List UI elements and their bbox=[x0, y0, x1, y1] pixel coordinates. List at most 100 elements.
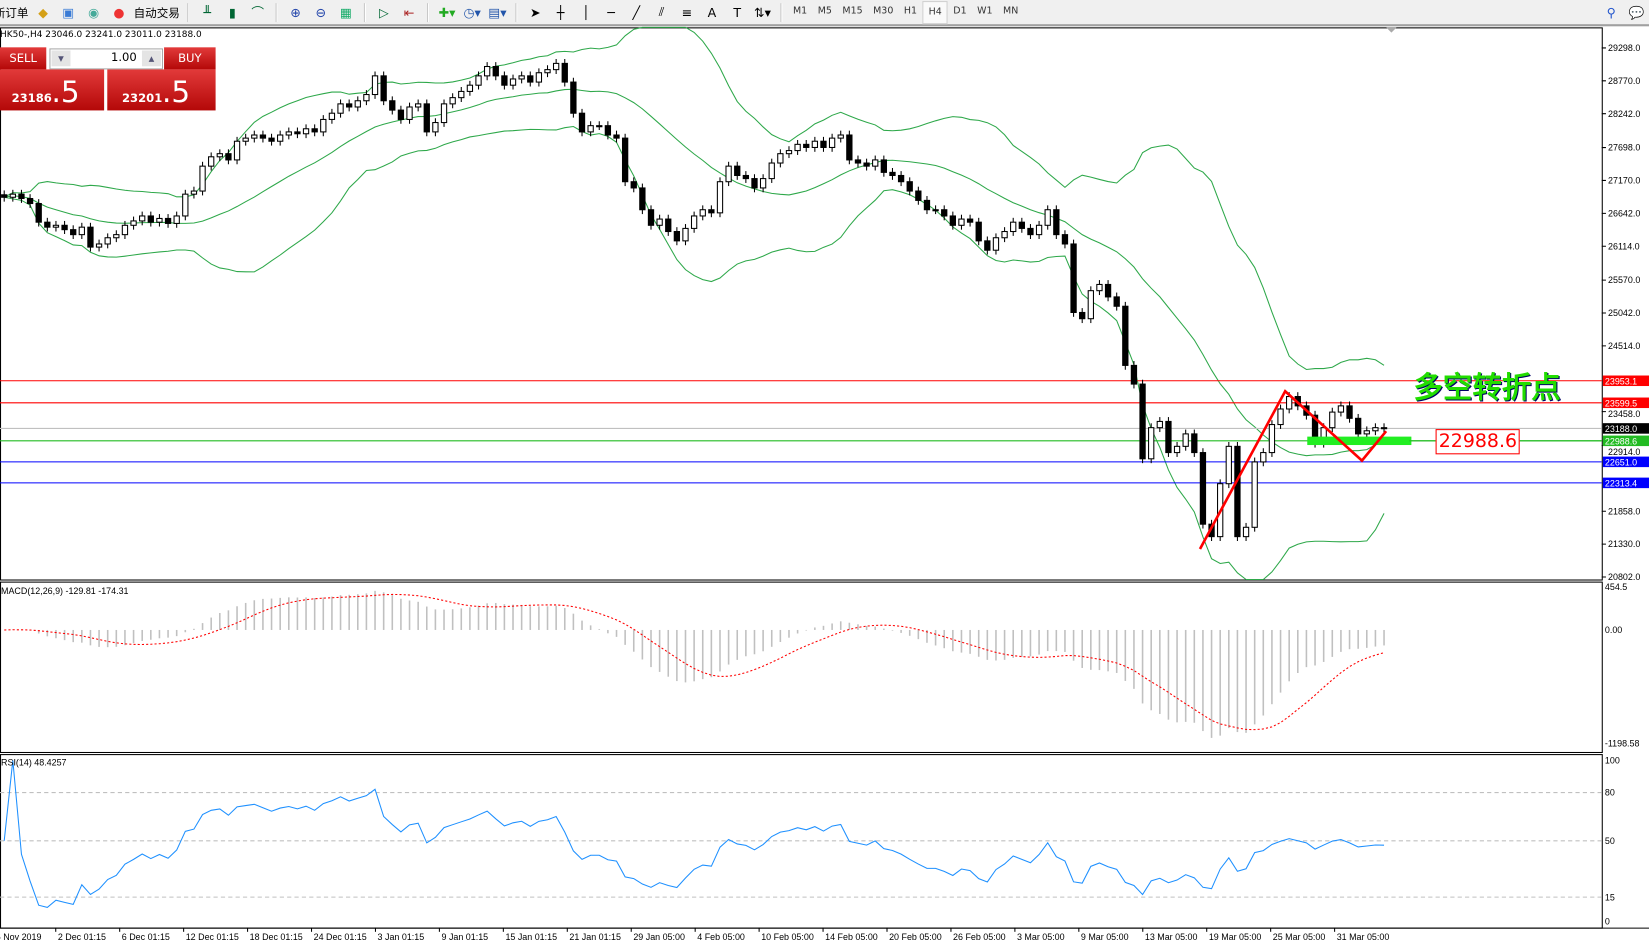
candle bbox=[699, 209, 706, 217]
navigator-icon[interactable]: ▣ bbox=[62, 4, 75, 20]
timeframe-m1[interactable]: M1 bbox=[792, 5, 808, 17]
candle bbox=[1, 194, 8, 198]
vertical-line-icon[interactable]: │ bbox=[581, 4, 590, 20]
cursor-icon[interactable]: ➤ bbox=[530, 4, 541, 20]
candle bbox=[958, 218, 965, 226]
separator bbox=[780, 2, 783, 22]
search-icon[interactable]: ⚲ bbox=[1606, 4, 1616, 20]
date-tick-label: 13 Mar 05:00 bbox=[1145, 932, 1198, 942]
candle bbox=[932, 209, 939, 212]
candle bbox=[509, 78, 517, 86]
text-icon[interactable]: A bbox=[707, 4, 717, 20]
timeframe-mn[interactable]: MN bbox=[1003, 5, 1019, 17]
candle bbox=[923, 199, 931, 211]
market-watch-icon[interactable]: ◆ bbox=[38, 4, 48, 20]
lot-size-input[interactable]: ▼ 1.00 ▲ bbox=[49, 48, 164, 70]
chat-icon[interactable]: 💬 bbox=[1628, 4, 1645, 20]
crosshair-icon[interactable]: ┼ bbox=[556, 4, 565, 20]
lot-increase-button[interactable]: ▲ bbox=[141, 50, 161, 67]
zoom-out-icon[interactable]: ⊖ bbox=[315, 4, 327, 20]
candle bbox=[768, 162, 775, 180]
buy-price-main: 23201 bbox=[121, 91, 163, 106]
price-tick-label: 21858.0 bbox=[1608, 506, 1640, 516]
candle bbox=[18, 193, 25, 200]
arrows-icon[interactable]: ⇅▾ bbox=[754, 4, 771, 20]
candlestick-icon[interactable]: ▮ bbox=[228, 4, 236, 20]
level-label: 22988.6 bbox=[1435, 429, 1521, 455]
horizontal-line-icon[interactable]: ─ bbox=[607, 4, 615, 20]
buy-price[interactable]: 23201 .5 bbox=[107, 69, 216, 111]
candle bbox=[311, 128, 318, 133]
date-tick-label: 26 Feb 05:00 bbox=[953, 932, 1006, 942]
auto-trading-icon[interactable]: ● bbox=[113, 4, 125, 20]
macd-tick-label: 454.5 bbox=[1605, 582, 1627, 592]
candle bbox=[1113, 296, 1120, 307]
auto-trading-button[interactable]: 自动交易 bbox=[133, 5, 180, 20]
rsi-tick-label: 100 bbox=[1605, 756, 1620, 766]
candle bbox=[975, 221, 982, 242]
candle bbox=[397, 109, 405, 120]
candle bbox=[415, 103, 422, 108]
sell-price[interactable]: 23186 .5 bbox=[0, 69, 105, 111]
line-chart-icon[interactable]: ⌒ bbox=[251, 5, 264, 20]
new-order-button[interactable]: 新订单 bbox=[0, 5, 29, 20]
candle bbox=[682, 227, 689, 242]
candle bbox=[1363, 430, 1370, 435]
date-tick-label: 3 Mar 05:00 bbox=[1017, 932, 1065, 942]
candle bbox=[1122, 305, 1129, 366]
zoom-in-icon[interactable]: ⊕ bbox=[290, 4, 301, 20]
signals-icon[interactable]: ◉ bbox=[88, 4, 100, 20]
candle bbox=[1087, 290, 1094, 320]
timeframe-m5[interactable]: M5 bbox=[817, 5, 832, 17]
price-tick-label: 22914.0 bbox=[1608, 447, 1640, 457]
fibonacci-icon[interactable]: ≡ bbox=[681, 4, 693, 20]
timeframe-h4[interactable]: H4 bbox=[922, 0, 949, 24]
candle bbox=[734, 165, 741, 177]
candle bbox=[725, 165, 732, 183]
timeframe-h1[interactable]: H1 bbox=[903, 5, 918, 17]
sell-button[interactable]: SELL bbox=[0, 47, 47, 70]
candle bbox=[1260, 452, 1267, 463]
candle bbox=[458, 90, 465, 99]
indicators-icon[interactable]: ✚▾ bbox=[438, 4, 456, 20]
candle bbox=[1001, 230, 1008, 239]
timeframe-d1[interactable]: D1 bbox=[953, 5, 967, 17]
candle bbox=[941, 209, 948, 217]
price-tick-label: 25570.0 bbox=[1608, 275, 1640, 285]
candle bbox=[759, 178, 767, 189]
equidistant-channel-icon[interactable]: ⫽ bbox=[658, 4, 665, 19]
candle bbox=[95, 243, 103, 248]
chart-area[interactable]: 29298.0 28770.0 28242.0 27698.0 27170.0 26642… bbox=[0, 26, 1649, 947]
candle bbox=[1044, 209, 1051, 226]
buy-button[interactable]: BUY bbox=[164, 47, 216, 70]
trendline-icon[interactable]: ╱ bbox=[632, 4, 641, 20]
price-level-label: 22988.6 bbox=[1605, 437, 1637, 447]
text-label-icon[interactable]: T bbox=[733, 4, 742, 20]
candle bbox=[872, 159, 879, 167]
bar-chart-icon[interactable]: ╨ bbox=[203, 4, 211, 20]
price-level-tag bbox=[1602, 456, 1649, 468]
chart-shift-marker-icon bbox=[1386, 27, 1397, 33]
candle bbox=[561, 62, 568, 83]
candle bbox=[966, 218, 974, 223]
candle bbox=[1148, 427, 1155, 460]
autoscroll-icon[interactable]: ▷ bbox=[379, 4, 389, 20]
candle bbox=[173, 215, 180, 224]
candle bbox=[182, 193, 189, 217]
candle bbox=[1079, 311, 1086, 320]
templates-icon[interactable]: ▤▾ bbox=[488, 4, 507, 20]
candle bbox=[26, 197, 34, 205]
periods-icon[interactable]: ◷▾ bbox=[463, 4, 481, 20]
timeframe-m15[interactable]: M15 bbox=[842, 5, 863, 17]
candle bbox=[708, 209, 715, 214]
timeframe-w1[interactable]: W1 bbox=[977, 5, 993, 17]
candle bbox=[432, 122, 439, 133]
chart-shift-icon[interactable]: ⇤ bbox=[403, 4, 415, 20]
candle bbox=[1035, 224, 1043, 236]
tile-windows-icon[interactable]: ▦ bbox=[340, 4, 352, 20]
timeframe-m30[interactable]: M30 bbox=[873, 5, 894, 17]
candle bbox=[363, 94, 370, 102]
separator bbox=[426, 2, 430, 22]
lot-decrease-button[interactable]: ▼ bbox=[51, 50, 71, 67]
candle bbox=[1182, 433, 1189, 447]
